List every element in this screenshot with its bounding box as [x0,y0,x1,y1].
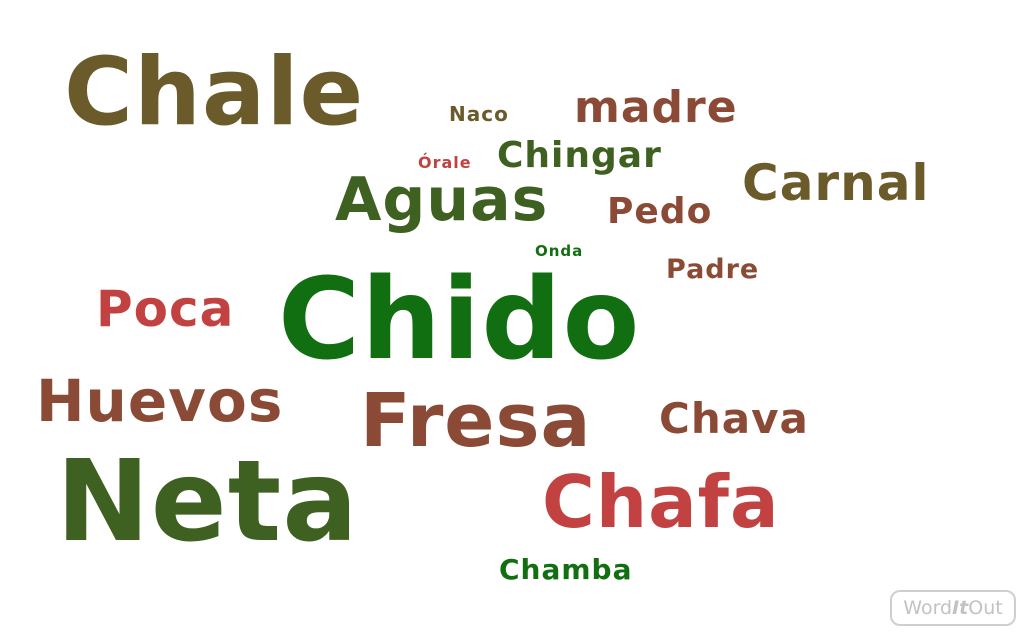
word-orale: Órale [418,153,472,172]
word-poca: Poca [96,280,235,338]
word-pedo: Pedo [607,191,713,232]
word-chido: Chido [278,255,641,385]
logo-part-word: Word [903,597,953,619]
word-neta: Neta [56,437,359,567]
word-chingar: Chingar [497,135,662,176]
word-chamba: Chamba [499,553,633,586]
word-fresa: Fresa [360,378,592,464]
word-huevos: Huevos [36,367,284,435]
word-onda: Onda [535,242,584,260]
logo-part-it: It [952,597,969,619]
word-padre: Padre [666,254,760,285]
wordltout-logo[interactable]: Word It Out [890,590,1016,626]
word-carnal: Carnal [742,154,930,212]
word-chale: Chale [64,38,365,147]
logo-part-out: Out [968,597,1003,619]
word-aguas: Aguas [335,165,549,235]
word-chafa: Chafa [542,460,780,544]
word-madre: madre [574,82,738,133]
word-chava: Chava [659,394,809,443]
word-naco: Naco [449,102,509,126]
